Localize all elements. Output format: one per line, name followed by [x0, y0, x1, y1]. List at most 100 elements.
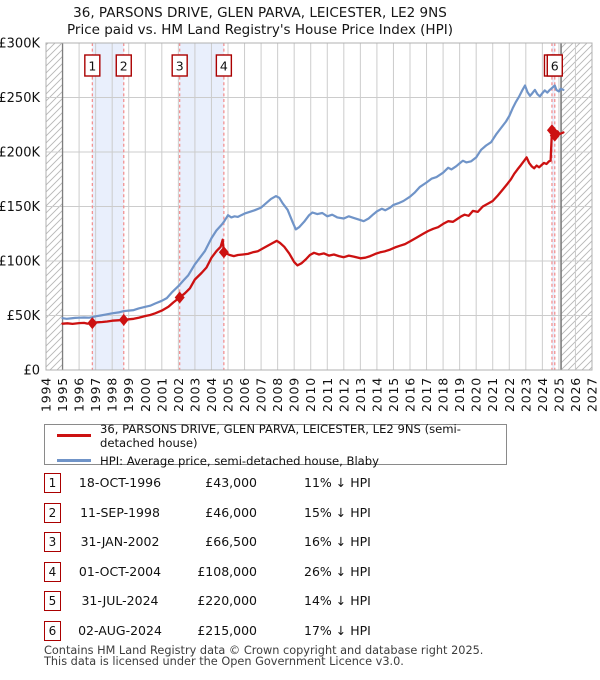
- chart-legend: 36, PARSONS DRIVE, GLEN PARVA, LEICESTER…: [44, 422, 507, 468]
- license-footer: Contains HM Land Registry data © Crown c…: [44, 645, 483, 667]
- sale-number-box-label: 3: [176, 59, 184, 74]
- sale-number-box: [546, 54, 563, 77]
- sale-number-box: [115, 54, 132, 77]
- red-line-swatch: [57, 434, 91, 437]
- sale-number-badge: 5: [44, 591, 61, 612]
- sale-number-box: [171, 54, 188, 77]
- year-tick-label: 2021: [485, 377, 500, 412]
- legend-item-hpi: HPI: Average price, semi-detached house,…: [57, 454, 506, 468]
- sale-price: £108,000: [197, 563, 257, 579]
- sale-number-badge: 4: [44, 561, 61, 582]
- sale-number-box-label: 2: [120, 59, 128, 74]
- sale-hpi-diff: 14% ↓ HPI: [304, 593, 371, 609]
- sale-row: 1 18-OCT-1996 £43,000 11% ↓ HPI: [0, 473, 600, 495]
- page-title: 36, PARSONS DRIVE, GLEN PARVA, LEICESTER…: [73, 5, 447, 21]
- sale-marker-diamond: [174, 291, 185, 304]
- legend-label-price: 36, PARSONS DRIVE, GLEN PARVA, LEICESTER…: [100, 421, 461, 450]
- sale-price: £215,000: [197, 623, 257, 638]
- sale-number-badge: 6: [44, 621, 61, 641]
- sale-hpi-diff: 17% ↓ HPI: [304, 623, 371, 638]
- sale-number-box-label: 1: [88, 59, 96, 74]
- sale-number-badge: 1: [44, 473, 61, 493]
- sale-marker-diamond: [549, 129, 560, 142]
- price-tick-label: £0: [23, 364, 40, 379]
- sale-date: 11-SEP-1998: [80, 504, 160, 520]
- sale-price: £66,500: [205, 534, 257, 550]
- year-tick-label: 2007: [254, 377, 269, 412]
- sale-date: 31-JAN-2002: [80, 534, 160, 550]
- sale-hpi-diff: 16% ↓ HPI: [304, 534, 371, 550]
- sale-date: 31-JUL-2024: [81, 593, 159, 609]
- year-tick-label: 1995: [55, 377, 70, 412]
- year-tick-label: 2013: [353, 377, 368, 412]
- price-chart: 123456£0£50K£100K£150K£200K£250K£300K199…: [0, 37, 600, 413]
- year-tick-label: 2016: [403, 377, 418, 412]
- year-tick-label: 2002: [171, 377, 186, 412]
- year-tick-label: 1999: [121, 377, 136, 412]
- price-tick-label: £300K: [0, 37, 40, 52]
- sale-number-badge: 3: [44, 532, 61, 553]
- year-tick-label: 1996: [72, 377, 87, 412]
- price-tick-label: £100K: [0, 255, 40, 270]
- year-tick-label: 2012: [336, 377, 351, 412]
- year-tick-label: 2025: [551, 377, 566, 412]
- year-tick-label: 2000: [138, 377, 153, 412]
- sale-marker-diamond: [87, 317, 98, 330]
- price-paid-line: [61, 84, 565, 320]
- sale-row: 2 11-SEP-1998 £46,000 15% ↓ HPI: [0, 502, 600, 525]
- year-tick-label: 2009: [287, 377, 302, 412]
- year-tick-label: 2001: [154, 377, 169, 412]
- footer-line-2: This data is licensed under the Open Gov…: [44, 655, 404, 668]
- year-tick-label: 2023: [518, 377, 533, 412]
- year-tick-label: 2003: [187, 377, 202, 412]
- hpi-line: [61, 129, 565, 326]
- blue-line-swatch: [57, 459, 91, 462]
- year-tick-label: 2027: [585, 377, 600, 412]
- year-tick-label: 2024: [535, 377, 550, 412]
- plot-frame: [45, 42, 593, 371]
- year-tick-label: 2008: [270, 377, 285, 412]
- year-tick-label: 2020: [469, 377, 484, 412]
- year-tick-label: 2011: [320, 377, 335, 412]
- sale-row: 4 01-OCT-2004 £108,000 26% ↓ HPI: [0, 561, 600, 584]
- sale-price: £220,000: [197, 593, 257, 609]
- year-tick-label: 2022: [502, 377, 517, 412]
- sale-marker-diamond: [218, 246, 229, 259]
- footer-line-1: Contains HM Land Registry data © Crown c…: [44, 644, 484, 657]
- sale-date: 02-AUG-2024: [78, 623, 162, 638]
- legend-item-price: 36, PARSONS DRIVE, GLEN PARVA, LEICESTER…: [57, 422, 506, 450]
- sale-price: £43,000: [205, 475, 257, 490]
- year-tick-label: 2019: [452, 377, 467, 412]
- year-tick-label: 2004: [204, 377, 219, 412]
- page-subtitle: Price paid vs. HM Land Registry's House …: [67, 22, 453, 38]
- year-tick-label: 1997: [88, 377, 103, 412]
- sale-row: 3 31-JAN-2002 £66,500 16% ↓ HPI: [0, 532, 600, 554]
- price-tick-label: £250K: [0, 91, 40, 106]
- year-tick-label: 2014: [369, 377, 384, 412]
- sale-number-badge: 2: [44, 502, 61, 523]
- price-tick-label: £150K: [0, 200, 40, 215]
- year-tick-label: 2026: [568, 377, 583, 412]
- sale-price: £46,000: [205, 504, 257, 520]
- year-tick-label: 2010: [303, 377, 318, 412]
- sale-marker-diamond: [118, 313, 129, 326]
- sale-row: 6 02-AUG-2024 £215,000 17% ↓ HPI: [0, 621, 600, 643]
- year-tick-label: 2017: [419, 377, 434, 412]
- sale-date: 01-OCT-2004: [78, 563, 162, 579]
- year-tick-label: 2006: [237, 377, 252, 412]
- year-tick-label: 2018: [436, 377, 451, 412]
- sale-hpi-diff: 11% ↓ HPI: [304, 475, 371, 490]
- sale-row: 5 31-JUL-2024 £220,000 14% ↓ HPI: [0, 591, 600, 613]
- year-tick-label: 1998: [105, 377, 120, 412]
- year-tick-label: 2005: [221, 377, 236, 412]
- sale-number-box-label: 6: [551, 59, 559, 74]
- price-tick-label: £200K: [0, 146, 40, 161]
- sale-hpi-diff: 15% ↓ HPI: [304, 504, 371, 520]
- year-tick-label: 1994: [39, 377, 54, 412]
- sale-number-box: [84, 54, 101, 77]
- sale-number-box-label: 4: [220, 59, 228, 74]
- sale-number-box: [215, 54, 233, 77]
- year-tick-label: 2015: [386, 377, 401, 412]
- price-tick-label: £50K: [7, 309, 41, 324]
